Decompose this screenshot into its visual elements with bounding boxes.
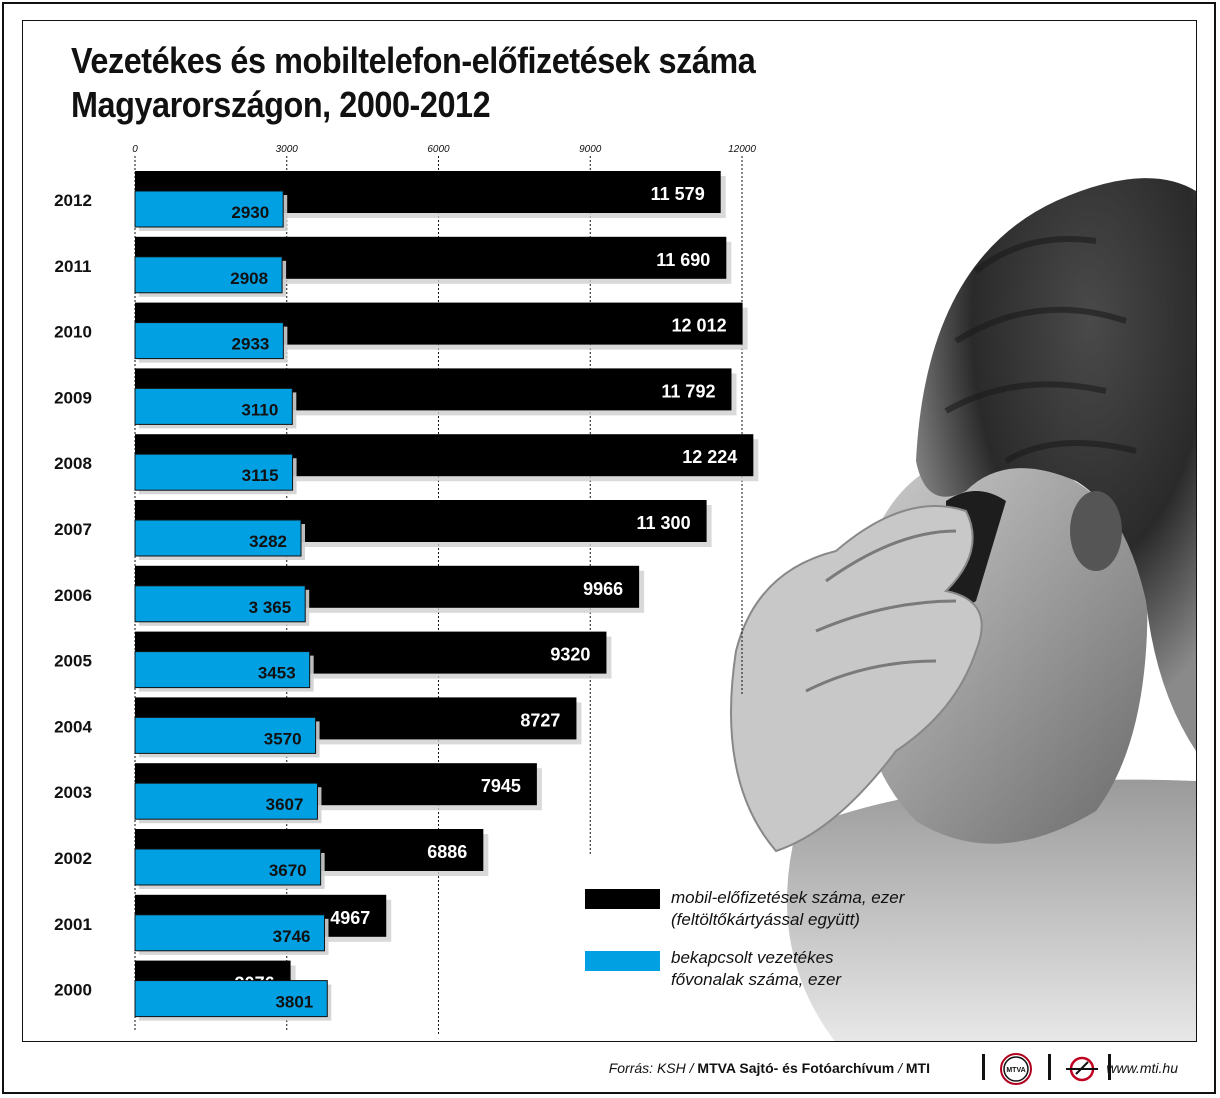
landline-value-label: 2908 bbox=[230, 269, 268, 288]
x-tick-label: 9000 bbox=[579, 144, 602, 155]
chart-title: Vezetékes és mobiltelefon-előfizetések s… bbox=[71, 39, 863, 127]
footer-divider-2 bbox=[1048, 1054, 1051, 1080]
year-label: 2012 bbox=[54, 191, 92, 210]
mobile-value-label: 9320 bbox=[550, 645, 590, 665]
mobile-value-label: 8727 bbox=[520, 710, 560, 730]
landline-bar bbox=[134, 651, 311, 689]
year-label: 2006 bbox=[54, 586, 92, 605]
year-label: 2000 bbox=[54, 981, 92, 1000]
landline-value-label: 3746 bbox=[273, 927, 311, 946]
landline-bar bbox=[134, 453, 294, 491]
mtva-logo-icon: MTVA bbox=[1000, 1053, 1032, 1085]
landline-bar bbox=[134, 980, 328, 1018]
year-label: 2001 bbox=[54, 915, 92, 934]
landline-value-label: 3570 bbox=[264, 729, 302, 748]
landline-bar bbox=[134, 322, 284, 360]
legend-mobile-line-2: (feltöltőkártyással együtt) bbox=[671, 910, 860, 929]
landline-bar bbox=[134, 716, 317, 754]
mobile-value-label: 11 579 bbox=[651, 184, 705, 204]
mobile-value-label: 4967 bbox=[330, 908, 370, 928]
legend-swatch-mobile bbox=[585, 889, 660, 909]
mobile-value-label: 11 792 bbox=[661, 381, 715, 401]
legend-label-landline: bekapcsolt vezetékes fővonalak száma, ez… bbox=[671, 947, 971, 991]
landline-bar bbox=[134, 848, 322, 886]
landline-value-label: 3607 bbox=[266, 795, 304, 814]
source-mti: MTI bbox=[905, 1060, 930, 1076]
landline-bar bbox=[134, 256, 283, 294]
year-label: 2010 bbox=[54, 323, 92, 342]
landline-value-label: 3110 bbox=[241, 400, 278, 419]
legend-landline-line-2: fővonalak száma, ezer bbox=[671, 970, 842, 989]
source-separator: / bbox=[894, 1060, 906, 1076]
footer: Forrás: KSH / MTVA Sajtó- és Fotóarchívu… bbox=[0, 1050, 1200, 1090]
landline-value-label: 2933 bbox=[232, 335, 270, 354]
landline-bar bbox=[134, 387, 293, 425]
mobile-value-label: 12 224 bbox=[682, 447, 737, 467]
legend-landline-line-1: bekapcsolt vezetékes bbox=[671, 948, 834, 967]
mobile-value-label: 7945 bbox=[481, 776, 521, 796]
landline-bar bbox=[134, 585, 306, 623]
legend-mobile-line-1: mobil-előfizetések száma, ezer bbox=[671, 888, 905, 907]
year-label: 2002 bbox=[54, 849, 92, 868]
person-photo bbox=[730, 178, 1196, 1041]
infographic-panel: Vezetékes és mobiltelefon-előfizetések s… bbox=[22, 20, 1197, 1042]
mobile-value-label: 12 012 bbox=[672, 316, 727, 336]
year-label: 2011 bbox=[55, 257, 92, 276]
year-label: 2003 bbox=[54, 783, 92, 802]
landline-value-label: 3 365 bbox=[249, 598, 292, 617]
mobile-value-label: 6886 bbox=[427, 842, 467, 862]
landline-bar bbox=[134, 519, 302, 557]
landline-value-label: 3670 bbox=[269, 861, 307, 880]
x-tick-label: 0 bbox=[132, 144, 138, 155]
title-line-1: Vezetékes és mobiltelefon-előfizetések s… bbox=[71, 40, 756, 81]
source-archive: MTVA Sajtó- és Fotóarchívum bbox=[697, 1060, 895, 1076]
landline-value-label: 2930 bbox=[231, 203, 269, 222]
landline-bar bbox=[134, 782, 318, 820]
footer-divider-1 bbox=[982, 1054, 985, 1080]
year-label: 2007 bbox=[54, 520, 92, 539]
landline-value-label: 3453 bbox=[258, 664, 296, 683]
landline-bar bbox=[134, 914, 325, 952]
source-credit: Forrás: KSH / MTVA Sajtó- és Fotóarchívu… bbox=[609, 1060, 930, 1076]
footer-divider-3 bbox=[1108, 1054, 1111, 1080]
mobile-value-label: 11 300 bbox=[637, 513, 691, 533]
mtva-logo-text: MTVA bbox=[1006, 1067, 1025, 1074]
website-link[interactable]: www.mti.hu bbox=[1106, 1060, 1178, 1076]
x-tick-label: 6000 bbox=[427, 144, 450, 155]
legend-label-mobile: mobil-előfizetések száma, ezer (feltöltő… bbox=[671, 887, 971, 931]
legend-swatch-landline bbox=[585, 951, 660, 971]
bar-chart: 0 3000 6000 9000 12000 2012 11 579 2930 2011 11 6… bbox=[54, 144, 759, 1036]
mobile-value-label: 9966 bbox=[583, 579, 623, 599]
title-line-2: Magyarországon, 2000-2012 bbox=[71, 84, 491, 125]
x-tick-label: 3000 bbox=[276, 144, 299, 155]
year-label: 2009 bbox=[54, 388, 92, 407]
landline-value-label: 3282 bbox=[249, 532, 287, 551]
year-label: 2004 bbox=[54, 717, 92, 736]
landline-value-label: 3801 bbox=[275, 993, 313, 1012]
year-label: 2005 bbox=[54, 652, 92, 671]
landline-bar bbox=[134, 190, 284, 228]
year-label: 2008 bbox=[54, 454, 92, 473]
source-prefix: Forrás: KSH / bbox=[608, 1060, 698, 1076]
mti-logo-icon bbox=[1066, 1056, 1098, 1082]
x-tick-label: 12000 bbox=[728, 144, 756, 155]
landline-value-label: 3115 bbox=[242, 466, 279, 485]
mobile-value-label: 11 690 bbox=[656, 250, 710, 270]
